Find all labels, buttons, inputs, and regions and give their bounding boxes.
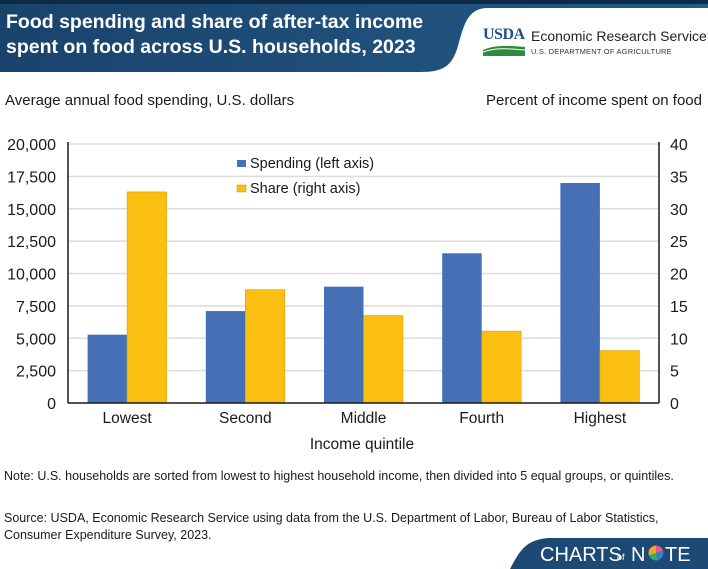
source-text: Source: USDA, Economic Research Service … xyxy=(4,511,659,542)
bar-share-second xyxy=(245,289,286,404)
legend-swatch-spending xyxy=(237,160,246,167)
note-text: Note: U.S. households are sorted from lo… xyxy=(4,469,674,483)
right-tick-label: 15 xyxy=(670,299,688,316)
right-tick-label: 20 xyxy=(670,267,688,284)
x-tick-label: Lowest xyxy=(103,410,153,427)
agency-name: Economic Research Service xyxy=(531,28,707,44)
left-tick-label: 12,500 xyxy=(7,234,56,251)
bar-share-fourth xyxy=(481,330,522,404)
bar-spending-fourth xyxy=(442,253,482,403)
department-name: U.S. DEPARTMENT OF AGRICULTURE xyxy=(531,47,672,56)
n-letter: N xyxy=(631,544,645,566)
legend-swatch-share xyxy=(236,184,247,193)
chart-title: Food spending and share of after-tax inc… xyxy=(6,10,446,60)
left-tick-label: 17,500 xyxy=(7,169,56,186)
right-tick-label: 30 xyxy=(670,202,688,219)
header: Food spending and share of after-tax inc… xyxy=(0,0,708,72)
header-band xyxy=(0,0,708,72)
x-tick-label: Fourth xyxy=(459,410,504,427)
bar-spending-lowest xyxy=(87,334,128,403)
right-tick-label: 25 xyxy=(670,234,688,251)
x-tick-label: Second xyxy=(219,410,272,427)
left-tick-label: 10,000 xyxy=(7,267,56,284)
right-tick-label: 40 xyxy=(670,137,688,154)
bar-share-highest xyxy=(599,350,640,404)
left-tick-label: 5,000 xyxy=(16,331,56,348)
bar-spending-second xyxy=(205,311,246,403)
pie-o-icon xyxy=(648,545,664,561)
usda-field-icon xyxy=(483,44,525,56)
right-tick-label: 0 xyxy=(670,396,679,413)
x-tick-label: Highest xyxy=(574,410,627,427)
left-axis-title: Average annual food spending, U.S. dolla… xyxy=(5,92,295,109)
usda-wordmark: USDA xyxy=(483,26,525,43)
left-tick-label: 0 xyxy=(47,396,56,413)
charts-word: CHARTS xyxy=(540,544,622,566)
right-tick-label: 35 xyxy=(670,169,688,186)
title-line-1: Food spending and share of after-tax inc… xyxy=(6,11,424,33)
left-tick-label: 20,000 xyxy=(7,137,56,154)
right-tick-label: 5 xyxy=(670,364,679,381)
bar-share-middle xyxy=(363,315,404,404)
left-tick-label: 7,500 xyxy=(16,299,56,316)
right-tick-label: 10 xyxy=(670,331,688,348)
left-tick-label: 15,000 xyxy=(7,202,56,219)
right-axis-title: Percent of income spent on food xyxy=(486,92,702,109)
x-tick-label: Middle xyxy=(341,410,387,427)
legend-label-spending: Spending (left axis) xyxy=(250,156,374,172)
legend-label-share: Share (right axis) xyxy=(250,181,360,197)
x-axis-title: Income quintile xyxy=(310,436,414,453)
legend: Spending (left axis) Share (right axis) xyxy=(236,156,374,197)
bar-share-lowest xyxy=(126,191,167,404)
of-word: of xyxy=(617,552,625,562)
te-letters: TE xyxy=(665,544,691,566)
bar-spending-middle xyxy=(324,286,364,403)
bar-spending-highest xyxy=(560,182,600,403)
bar-chart: 0 2,500 5,000 7,500 10,000 12,500 15,000 17,500… xyxy=(7,137,688,453)
left-tick-label: 2,500 xyxy=(16,364,56,381)
title-line-2: spent on food across U.S. households, 20… xyxy=(6,36,416,58)
